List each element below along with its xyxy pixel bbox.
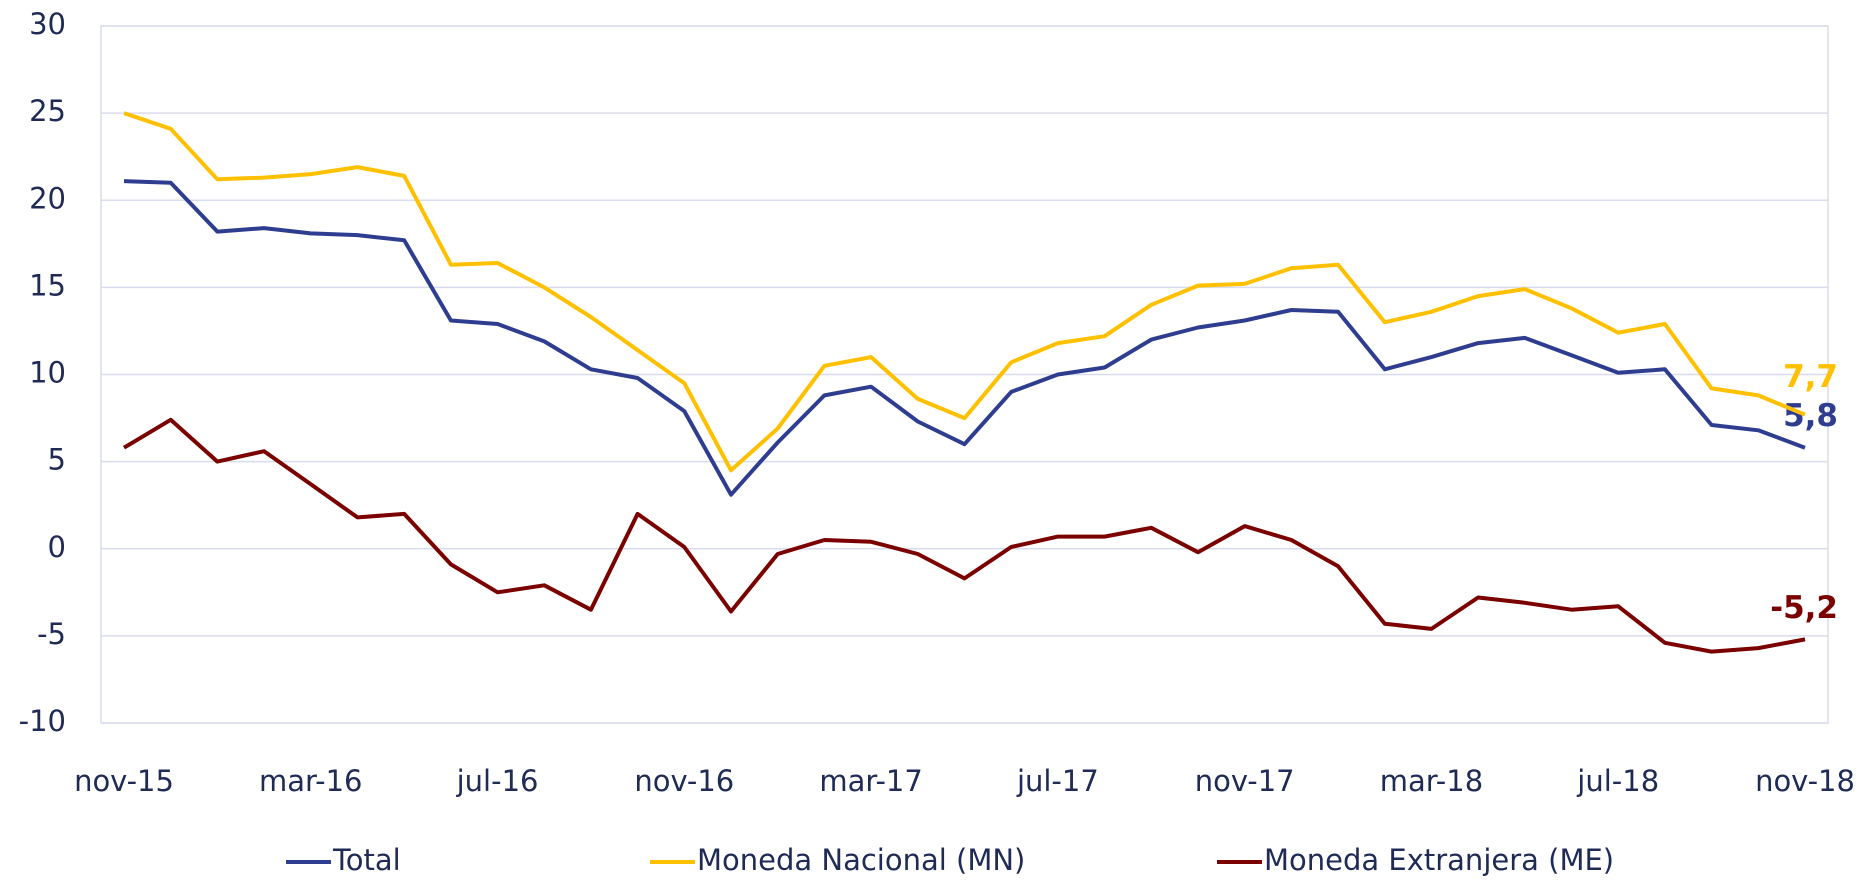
- x-tick-label: nov-18: [1755, 764, 1855, 798]
- series-line: [122, 417, 1806, 654]
- x-tick-label: nov-17: [1195, 764, 1295, 798]
- y-tick-label: 10: [29, 356, 66, 390]
- x-tick-label: nov-15: [74, 764, 174, 798]
- series-line: [123, 111, 1806, 473]
- y-tick-label: 25: [29, 94, 66, 128]
- y-tick-label: 20: [29, 181, 66, 215]
- series-line: [123, 179, 1806, 497]
- legend-label: Total: [332, 843, 401, 877]
- legend-label: Moneda Nacional (MN): [697, 843, 1025, 877]
- y-tick-label: -10: [19, 704, 66, 738]
- y-tick-label: 30: [29, 7, 66, 41]
- legend-label: Moneda Extranjera (ME): [1264, 843, 1614, 877]
- data-label: 7,7: [1783, 359, 1838, 395]
- x-tick-label: jul-18: [1576, 764, 1659, 798]
- x-tick-label: jul-16: [456, 764, 539, 798]
- y-tick-label: 15: [29, 268, 66, 302]
- x-tick-label: jul-17: [1016, 764, 1099, 798]
- y-tick-label: 0: [48, 530, 66, 564]
- x-tick-label: nov-16: [634, 764, 734, 798]
- x-tick-label: mar-18: [1380, 764, 1483, 798]
- data-label: 5,8: [1783, 398, 1838, 434]
- y-tick-label: 5: [48, 443, 66, 477]
- x-tick-label: mar-16: [259, 764, 362, 798]
- data-label: -5,2: [1770, 590, 1838, 626]
- y-tick-label: -5: [37, 617, 66, 651]
- x-tick-label: mar-17: [819, 764, 922, 798]
